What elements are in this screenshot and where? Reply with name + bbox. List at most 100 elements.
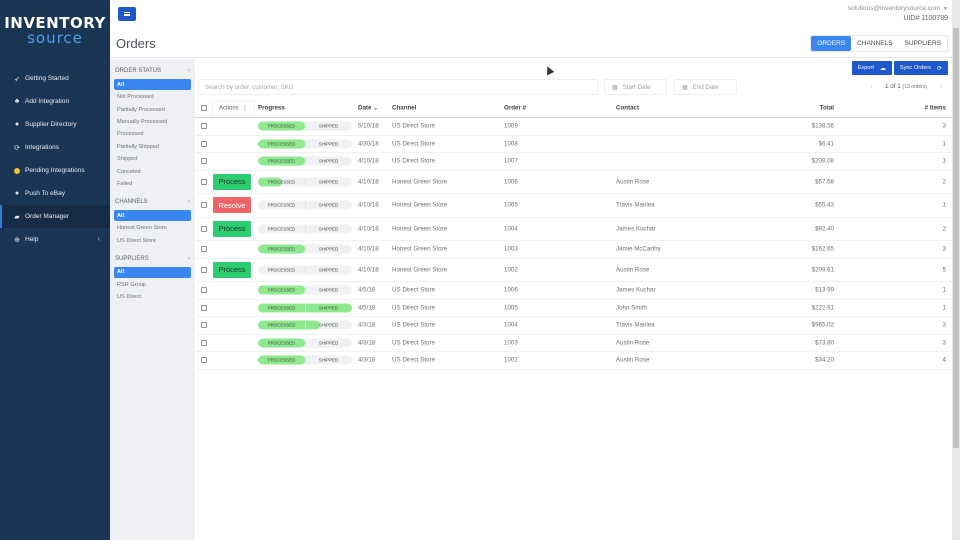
filter-supplier-us-direct[interactable]: US Direct [117, 294, 141, 301]
order-number[interactable]: 1009 [504, 122, 518, 130]
filter-status-failed[interactable]: Failed [117, 180, 133, 187]
sync-orders-button[interactable]: Sync Orders ⟳ [893, 61, 948, 75]
tab-orders[interactable]: ORDERS [811, 36, 852, 51]
table-row[interactable]: PROCESSED SHIPPED 4/3/18 US Direct Store 100… [195, 352, 952, 370]
order-number[interactable]: 1004 [504, 321, 518, 329]
logo[interactable]: INVENTORY source [0, 0, 110, 47]
progress-bar: PROCESSED SHIPPED [258, 121, 352, 131]
order-number[interactable]: 1004 [504, 225, 518, 233]
row-checkbox[interactable] [201, 339, 207, 346]
table-row[interactable]: PROCESSED SHIPPED 4/5/18 US Direct Store 100… [195, 300, 952, 317]
filter-status-processed[interactable]: Processed [117, 131, 144, 138]
progress-divider [305, 140, 306, 148]
process-button[interactable]: Process [213, 261, 251, 278]
row-checkbox[interactable] [201, 158, 207, 165]
sidebar-item-integrations[interactable]: ⟳ Integrations [0, 136, 110, 159]
actions-header[interactable]: Actions ⋮ [212, 100, 256, 116]
process-button[interactable]: Process [213, 173, 251, 190]
filter-status-all[interactable]: All [114, 79, 191, 90]
chevron-right-icon: › [188, 68, 190, 74]
sidebar-item-help[interactable]: ⊕ Help ‹ [0, 228, 110, 251]
filter-section-channels[interactable]: CHANNELS › [114, 199, 191, 208]
table-row[interactable]: Process PROCESSED SHIPPED 4/10/18 Honest Gre… [195, 171, 952, 194]
order-number[interactable]: 1005 [504, 201, 518, 209]
page-scrollbar[interactable] [952, 0, 960, 540]
filter-channel-all[interactable]: All [114, 210, 191, 222]
export-button[interactable]: Export ☁ [851, 61, 892, 75]
sidebar-item-order-manager[interactable]: ▰ Order Manager [0, 205, 110, 228]
order-total: $222.61 [811, 304, 834, 312]
row-checkbox[interactable] [201, 266, 207, 273]
row-checkbox[interactable] [201, 178, 207, 185]
sidebar-item-supplier-directory[interactable]: ● Supplier Directory [0, 113, 110, 136]
filter-status-canceled[interactable]: Canceled [117, 168, 141, 175]
filter-supplier-rsr-group[interactable]: RSR Group [117, 282, 146, 289]
end-date-input[interactable]: ▦ End Date [674, 79, 737, 95]
search-input[interactable]: Search by order, customer, SKU [198, 79, 598, 95]
row-checkbox[interactable] [201, 140, 207, 147]
progress-shipped-label: SHIPPED [318, 340, 339, 346]
prev-page-button[interactable]: ‹ [870, 81, 874, 91]
table-row[interactable]: PROCESSED SHIPPED 5/10/18 US Direct Store 10… [195, 118, 952, 136]
table-row[interactable]: Resolve PROCESSED SHIPPED 4/10/18 Honest Gre… [195, 194, 952, 218]
date-header[interactable]: Date ⌄ [358, 105, 378, 112]
filter-section-suppliers[interactable]: SUPPLIERS › [114, 256, 191, 265]
filter-status-manually-processed[interactable]: Manually Processed [117, 118, 168, 125]
table-row[interactable]: Process PROCESSED SHIPPED 4/10/18 Honest Gre… [195, 218, 952, 241]
table-row[interactable]: PROCESSED SHIPPED 4/10/18 US Direct Store 10… [195, 153, 952, 171]
calendar-icon: ▦ [612, 84, 618, 91]
row-checkbox[interactable] [201, 357, 207, 364]
order-number[interactable]: 1008 [504, 140, 518, 148]
order-number[interactable]: 1006 [504, 286, 518, 294]
menu-toggle-button[interactable] [118, 7, 136, 21]
start-date-input[interactable]: ▦ Start Date [604, 79, 667, 95]
select-all-checkbox[interactable] [201, 105, 207, 111]
filter-channel-us-direct[interactable]: US Direct Store [117, 237, 156, 244]
filter-status-shipped[interactable]: Shipped [117, 156, 138, 163]
sidebar-item-add-integration[interactable]: ♣ Add Integration [0, 90, 110, 113]
row-checkbox[interactable] [201, 202, 207, 209]
filter-section-order-status[interactable]: ORDER STATUS › [114, 68, 191, 77]
row-checkbox[interactable] [201, 304, 207, 311]
table-row[interactable]: PROCESSED SHIPPED 4/10/18 Honest Green Stor… [195, 241, 952, 259]
row-checkbox[interactable] [201, 246, 207, 253]
row-checkbox[interactable] [201, 287, 207, 294]
order-number[interactable]: 1003 [504, 339, 518, 347]
sidebar-item-push-to-ebay[interactable]: ● Push To eBay [0, 182, 110, 205]
table-row[interactable]: Process PROCESSED SHIPPED 4/10/18 Honest Gre… [195, 259, 952, 282]
progress-bar: PROCESSED SHIPPED [258, 244, 352, 254]
sidebar-item-pending-integrations[interactable]: Pending Integrations [0, 159, 110, 182]
row-checkbox[interactable] [201, 123, 207, 130]
sidebar-item-getting-started[interactable]: ➶ Getting Started [0, 67, 110, 90]
filter-status-partially-processed[interactable]: Partially Processed [117, 106, 165, 113]
filter-channel-honest-green[interactable]: Honest Green Store [117, 225, 167, 232]
order-number[interactable]: 1007 [504, 157, 518, 165]
filter-status-partially-shipped[interactable]: Partially Shipped [117, 143, 159, 150]
process-button[interactable]: Process [213, 220, 251, 237]
order-date: 5/10/18 [358, 122, 379, 130]
scrollbar-thumb[interactable] [953, 28, 959, 448]
order-contact: Austin Rose [616, 266, 650, 274]
order-number[interactable]: 1006 [504, 178, 518, 186]
table-row[interactable]: PROCESSED SHIPPED 4/30/18 US Direct Store 10… [195, 136, 952, 153]
tab-channels[interactable]: CHANNELS [857, 40, 893, 47]
next-page-button[interactable]: › [939, 81, 942, 91]
order-channel: US Direct Store [392, 286, 435, 294]
items-header: # Items [924, 104, 946, 112]
table-row[interactable]: PROCESSED SHIPPED 4/5/18 US Direct Store 100… [195, 282, 952, 300]
table-row[interactable]: PROCESSED SHIPPED 4/3/18 US Direct Store 100… [195, 317, 952, 335]
order-number[interactable]: 1005 [504, 304, 518, 312]
order-number[interactable]: 1002 [504, 356, 518, 364]
row-checkbox[interactable] [201, 322, 207, 329]
tab-suppliers[interactable]: SUPPLIERS [904, 40, 942, 47]
resolve-button[interactable]: Resolve [213, 197, 251, 214]
user-menu[interactable]: solutions@inventorysource.com ▼ UID# 1100… [848, 4, 948, 24]
filter-status-not-processed[interactable]: Not Processed [117, 94, 154, 101]
order-number[interactable]: 1003 [504, 245, 518, 253]
order-actions: Export ☁ Sync Orders ⟳ [851, 61, 948, 75]
order-number[interactable]: 1002 [504, 266, 518, 274]
row-checkbox[interactable] [201, 225, 207, 232]
table-row[interactable]: PROCESSED SHIPPED 4/3/18 US Direct Store 100… [195, 335, 952, 352]
filter-supplier-all[interactable]: All [114, 266, 191, 278]
hamburger-icon [124, 12, 130, 16]
